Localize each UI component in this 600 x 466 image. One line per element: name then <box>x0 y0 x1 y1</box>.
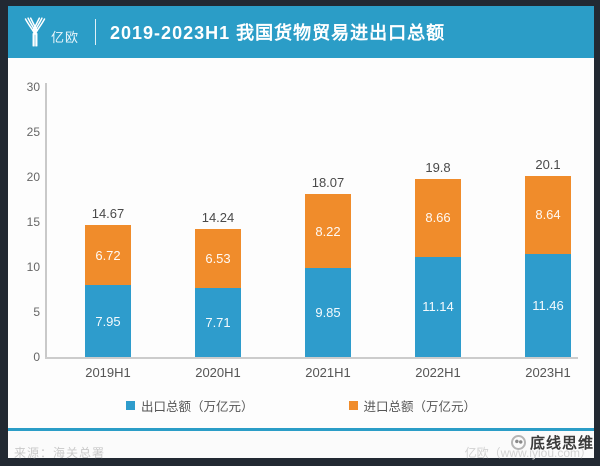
total-value-label: 19.8 <box>425 159 451 175</box>
import-value-label: 6.53 <box>205 250 231 266</box>
import-value-label: 8.22 <box>315 223 341 239</box>
y-tick-label: 5 <box>33 305 40 319</box>
total-value-label: 14.67 <box>91 205 125 221</box>
export-value-label: 7.71 <box>205 314 231 330</box>
bar-segment-export-2020H1: 7.71 <box>195 287 241 357</box>
x-axis-category-label: 2019H1 <box>85 365 131 380</box>
legend-swatch-icon <box>125 401 135 410</box>
x-axis-category-label: 2023H1 <box>525 365 571 380</box>
y-tick-label: 15 <box>26 215 40 229</box>
legend-label: 出口总额（万亿元） <box>140 400 254 414</box>
x-axis-category-label: 2020H1 <box>195 365 241 380</box>
bar-segment-import-2022H1: 8.66 <box>415 178 461 257</box>
import-value-label: 6.72 <box>95 247 121 263</box>
legend-swatch-icon <box>348 401 358 410</box>
page-title: 2019-2023H1 我国货物贸易进出口总额 <box>110 23 446 43</box>
watermark: 底线思维 <box>510 432 594 453</box>
yiou-logo-label: 亿欧 <box>51 30 80 45</box>
import-value-label: 8.64 <box>535 207 561 223</box>
bar-segment-import-2019H1: 6.72 <box>85 224 131 286</box>
bar-segment-export-2019H1: 7.95 <box>85 285 131 357</box>
y-axis-line <box>45 83 47 358</box>
y-tick-label: 10 <box>26 260 40 274</box>
export-value-label: 11.46 <box>532 297 564 313</box>
source-label: 来源：海关总署 <box>14 446 106 460</box>
bar-segment-export-2021H1: 9.85 <box>305 268 351 357</box>
y-tick-label: 0 <box>33 350 40 364</box>
bar-segment-import-2021H1: 8.22 <box>305 194 351 269</box>
yiou-logo-icon <box>24 17 46 47</box>
footer: 来源：海关总署 亿欧（www.iyiou.com） 底线思维 <box>8 431 594 460</box>
import-value-label: 8.66 <box>425 210 451 226</box>
bar-segment-export-2023H1: 11.46 <box>525 253 571 357</box>
x-axis-category-label: 2021H1 <box>305 365 351 380</box>
total-value-label: 18.07 <box>311 175 345 191</box>
export-value-label: 7.95 <box>95 313 121 329</box>
bar-segment-import-2020H1: 6.53 <box>195 228 241 288</box>
legend-item-export: 出口总额（万亿元） <box>125 396 254 415</box>
export-value-label: 9.85 <box>315 305 341 321</box>
bar-segment-export-2022H1: 11.14 <box>415 256 461 357</box>
y-tick-label: 25 <box>26 125 40 139</box>
export-value-label: 11.14 <box>422 299 454 315</box>
credit-label: 亿欧（www.iyiou.com） <box>464 446 592 460</box>
x-axis-line <box>45 357 578 359</box>
content-area: 亿欧 2019-2023H1 我国货物贸易进出口总额 0 5 10 15 20 25 30 7… <box>8 6 594 460</box>
y-tick-label: 20 <box>26 170 40 184</box>
teal-divider-line <box>8 428 594 431</box>
watermark-logo-icon <box>510 435 526 450</box>
chart-card: 0 5 10 15 20 25 30 7.95 6.72 14.67 2019H1 7.71 6.53 1… <box>8 58 594 428</box>
x-axis-category-label: 2022H1 <box>415 365 461 380</box>
legend-label: 进口总额（万亿元） <box>363 400 477 414</box>
header-banner: 亿欧 2019-2023H1 我国货物贸易进出口总额 <box>8 6 594 58</box>
header-divider <box>95 19 97 45</box>
chart-legend: 出口总额（万亿元） 进口总额（万亿元） <box>8 396 594 415</box>
yiou-logo: 亿欧 <box>22 16 79 48</box>
legend-item-import: 进口总额（万亿元） <box>348 396 477 415</box>
bar-segment-import-2023H1: 8.64 <box>525 176 571 254</box>
watermark-text: 底线思维 <box>529 435 594 452</box>
y-tick-label: 30 <box>26 80 40 94</box>
total-value-label: 20.1 <box>535 157 561 173</box>
total-value-label: 14.24 <box>201 209 235 225</box>
